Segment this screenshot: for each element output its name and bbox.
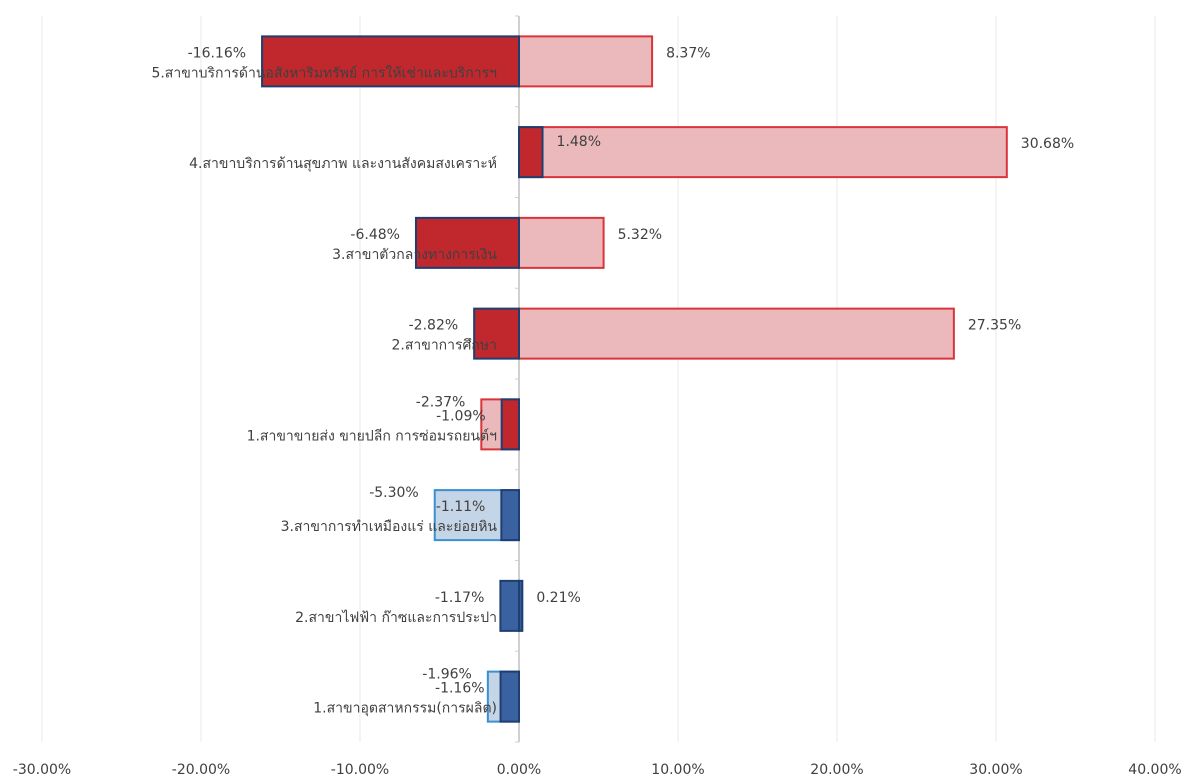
value-label: -1.09% xyxy=(436,408,486,424)
x-tick-label: 40.00% xyxy=(1128,762,1181,778)
value-label: 0.21% xyxy=(536,590,580,606)
bar xyxy=(499,579,521,632)
value-label: -2.37% xyxy=(416,394,466,410)
value-label: -5.30% xyxy=(369,485,419,501)
value-label: -2.82% xyxy=(409,318,459,334)
category-label: 5.สาขาบริการด้านอสังหาริมทรัพย์ การให้เช… xyxy=(151,64,497,81)
bar xyxy=(261,35,520,88)
x-tick-label: -20.00% xyxy=(172,762,230,778)
value-label: -16.16% xyxy=(188,45,246,61)
bar xyxy=(500,398,521,451)
x-tick-label: 10.00% xyxy=(651,762,704,778)
value-label: -1.96% xyxy=(422,667,472,683)
value-label: 30.68% xyxy=(1021,136,1074,152)
category-label: 3.สาขาตัวกลางทางการเงิน xyxy=(332,247,497,263)
category-label: 4.สาขาบริการด้านสุขภาพ และงานสังคมสงเครา… xyxy=(189,155,497,172)
bar xyxy=(518,126,544,179)
value-label: 5.32% xyxy=(618,227,662,243)
bar xyxy=(518,35,654,88)
bar xyxy=(499,670,520,723)
category-label: 2.สาขาการศึกษา xyxy=(391,338,497,354)
bar xyxy=(500,489,521,542)
value-label: -6.48% xyxy=(350,227,400,243)
value-label: 8.37% xyxy=(666,45,710,61)
value-label: -1.11% xyxy=(436,499,486,515)
category-label: 1.สาขาขายส่ง ขายปลีก การซ่อมรถยนต์ฯ xyxy=(247,427,497,444)
value-label: -1.16% xyxy=(435,681,485,697)
x-tick-label: -10.00% xyxy=(331,762,389,778)
bar xyxy=(518,307,955,360)
category-label: 1.สาขาอุตสาหกรรม(การผลิต) xyxy=(313,701,497,717)
bar xyxy=(518,216,605,269)
x-tick-label: 0.00% xyxy=(497,762,541,778)
bar xyxy=(414,216,520,269)
x-tick-label: -30.00% xyxy=(13,762,71,778)
value-label: 1.48% xyxy=(557,134,601,150)
category-label: 3.สาขาการทำเหมืองแร่ และย่อยหิน xyxy=(281,519,498,535)
bar xyxy=(473,307,520,360)
category-label: 2.สาขาไฟฟ้า ก๊าซและการประปา xyxy=(295,609,497,626)
value-label: -1.17% xyxy=(435,590,485,606)
x-tick-label: 30.00% xyxy=(969,762,1022,778)
x-tick-label: 20.00% xyxy=(810,762,863,778)
bar xyxy=(518,126,1008,179)
value-label: 27.35% xyxy=(968,318,1021,334)
